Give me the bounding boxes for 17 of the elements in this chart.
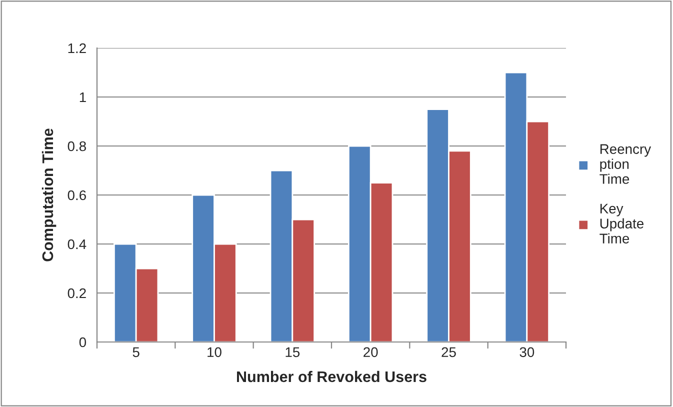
y-tick-label: 1 — [80, 92, 86, 102]
x-tick-label: 20 — [364, 347, 378, 358]
y-tick-label: 0.2 — [68, 288, 86, 298]
x-tick-label: 30 — [520, 347, 534, 358]
y-axis-title: Computation Time — [42, 128, 56, 262]
y-tick-label: 1.2 — [68, 43, 86, 54]
x-tick-label: 25 — [442, 347, 456, 358]
legend-label: Key Update Time — [600, 204, 644, 244]
x-tick-label: 15 — [286, 347, 300, 358]
x-axis-title: Number of Revoked Users — [237, 370, 426, 382]
legend-label: Reencry ption Time — [600, 144, 652, 184]
x-tick-label: 5 — [132, 347, 140, 358]
x-tick-label: 10 — [208, 347, 222, 358]
y-tick-label: 0.8 — [68, 141, 86, 152]
y-tick-label: 0.4 — [68, 239, 86, 250]
y-tick-label: 0.6 — [68, 190, 86, 200]
y-tick-label: 0 — [79, 337, 86, 348]
